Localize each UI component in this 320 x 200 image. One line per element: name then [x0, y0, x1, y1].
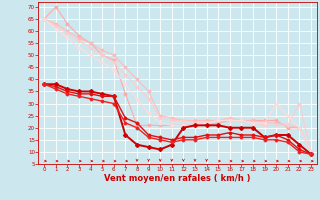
X-axis label: Vent moyen/en rafales ( km/h ): Vent moyen/en rafales ( km/h ) — [104, 174, 251, 183]
